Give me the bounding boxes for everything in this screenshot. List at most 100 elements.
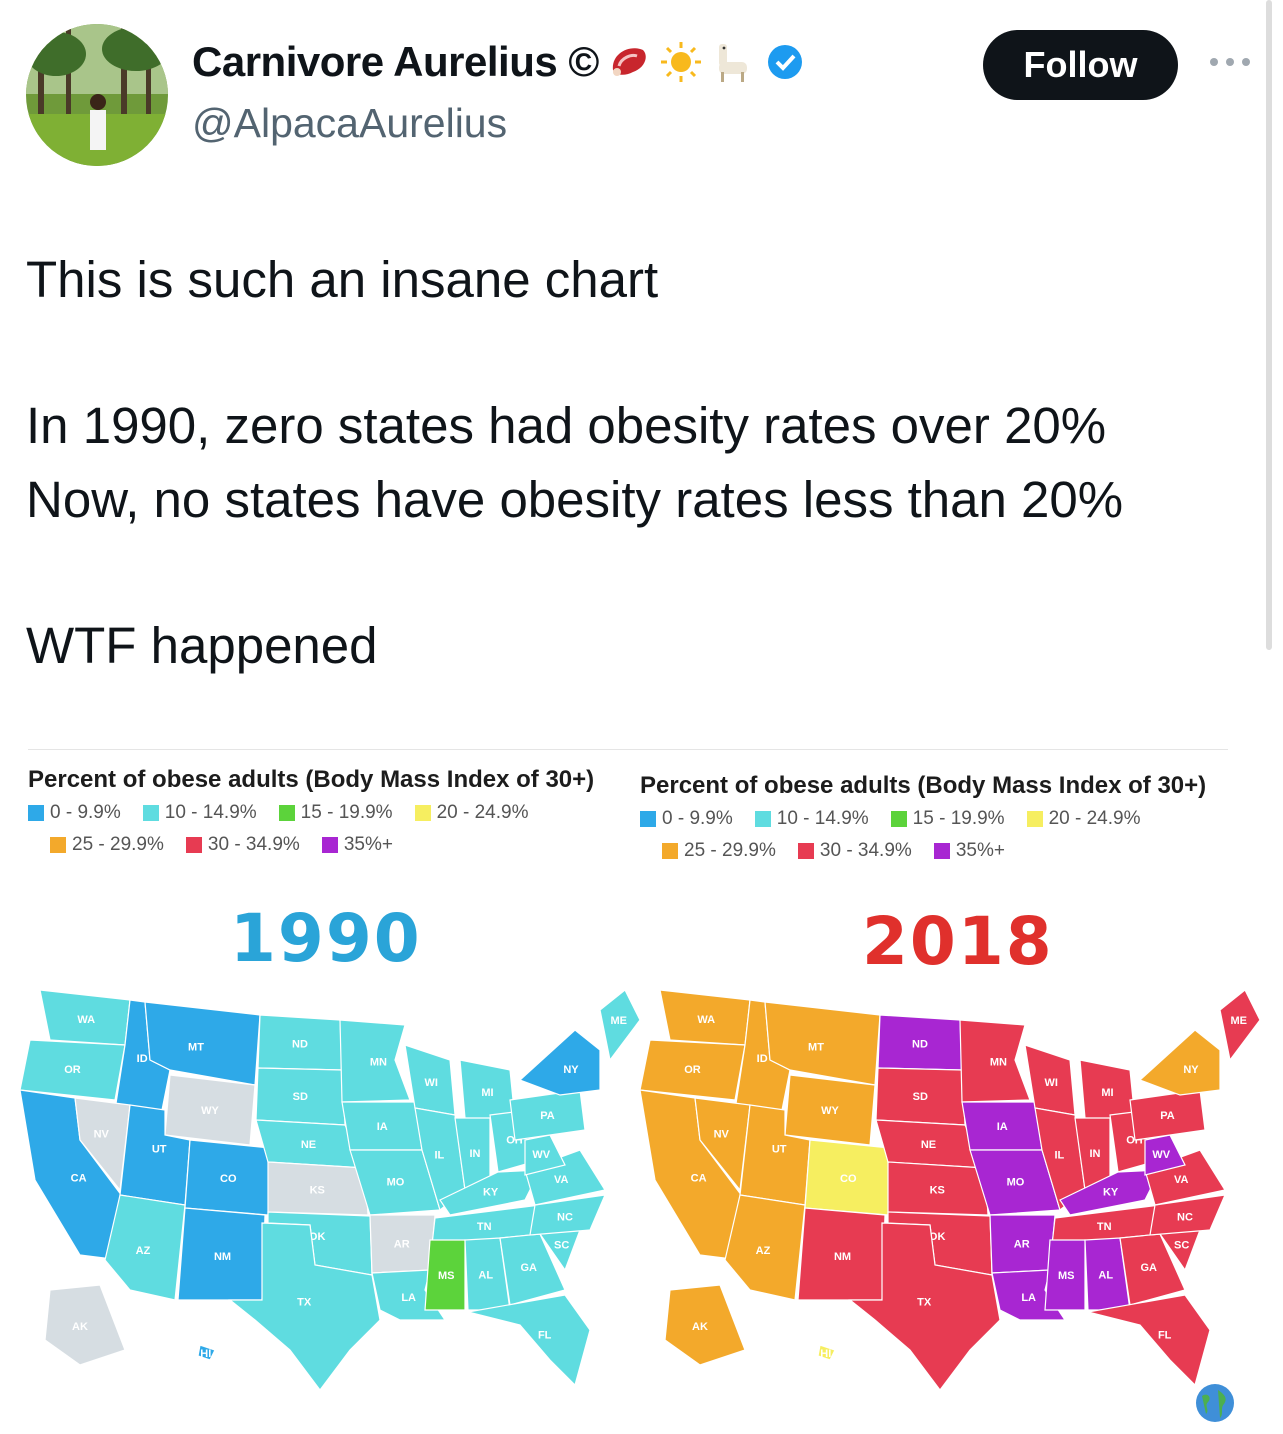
state-ak xyxy=(664,1284,746,1366)
state-label: OR xyxy=(64,1064,81,1076)
state-label: SD xyxy=(913,1091,928,1103)
state-label: KY xyxy=(483,1186,499,1198)
state-label: WI xyxy=(1045,1077,1058,1089)
state-label: TX xyxy=(297,1297,312,1309)
state-label: CO xyxy=(840,1173,857,1185)
tweet-line: Now, no states have obesity rates less t… xyxy=(26,471,1124,528)
llama-icon xyxy=(711,40,755,84)
state-label: VA xyxy=(554,1174,569,1186)
legend-1990: Percent of obese adults (Body Mass Index… xyxy=(28,766,594,866)
tweet-line: This is such an insane chart xyxy=(26,251,659,308)
legend-swatch xyxy=(933,843,950,859)
state-label: AK xyxy=(72,1321,88,1333)
state-label: SC xyxy=(554,1240,569,1252)
state-label: ND xyxy=(912,1038,928,1050)
legend-item: 15 - 19.9% xyxy=(890,808,1005,830)
state-label: TN xyxy=(1097,1221,1112,1233)
state-mt xyxy=(144,1001,261,1086)
legend-label: 15 - 19.9% xyxy=(300,802,393,823)
legend-items: 0 - 9.9% 10 - 14.9% 15 - 19.9% 20 - 24.9% 25… xyxy=(28,802,594,856)
state-wy xyxy=(784,1074,876,1146)
state-label: CA xyxy=(691,1173,707,1185)
state-label: NE xyxy=(921,1139,936,1151)
state-ga xyxy=(1119,1233,1186,1306)
legend-swatch xyxy=(28,805,44,821)
state-label: FL xyxy=(1158,1330,1172,1342)
scrollbar[interactable] xyxy=(1266,0,1272,650)
state-label: AL xyxy=(478,1270,493,1282)
state-ms xyxy=(424,1239,466,1311)
state-label: TN xyxy=(477,1221,492,1233)
legend-swatch xyxy=(50,837,66,853)
legend-swatch xyxy=(640,811,656,827)
state-label: MS xyxy=(438,1270,455,1282)
state-label: MT xyxy=(808,1041,824,1053)
state-label: IN xyxy=(470,1148,481,1160)
legend-swatch xyxy=(797,843,814,859)
state-label: AR xyxy=(394,1238,410,1250)
state-label: KS xyxy=(310,1184,325,1196)
state-me xyxy=(1219,990,1260,1062)
state-label: IN xyxy=(1090,1148,1101,1160)
state-ga xyxy=(499,1233,566,1306)
avatar[interactable] xyxy=(26,24,168,166)
legend-item: 25 - 29.9% xyxy=(50,834,164,856)
state-label: PA xyxy=(1160,1110,1175,1122)
display-name[interactable]: Carnivore Aurelius © xyxy=(192,38,599,85)
state-label: AZ xyxy=(756,1245,771,1257)
legend-swatch xyxy=(185,837,202,853)
state-label: FL xyxy=(538,1330,552,1342)
state-label: NC xyxy=(1177,1211,1193,1223)
legend-item: 30 - 34.9% xyxy=(797,840,912,862)
state-label: ME xyxy=(611,1015,628,1027)
state-tx xyxy=(228,1222,381,1390)
state-label: NY xyxy=(1183,1064,1199,1076)
state-label: HI xyxy=(820,1348,831,1360)
more-options-icon[interactable] xyxy=(1206,50,1254,74)
year-2018-heading: 2018 xyxy=(862,903,1054,980)
state-label: WA xyxy=(697,1014,715,1026)
state-label: NE xyxy=(301,1139,316,1151)
state-label: MO xyxy=(1007,1176,1025,1188)
legend-label: 25 - 29.9% xyxy=(72,834,164,855)
legend-item: 20 - 24.9% xyxy=(414,802,528,824)
state-wy xyxy=(164,1074,256,1146)
follow-button[interactable]: Follow xyxy=(983,30,1178,100)
state-label: MO xyxy=(387,1176,405,1188)
state-label: LA xyxy=(1021,1292,1036,1304)
state-ny xyxy=(1138,1029,1221,1096)
state-label: WV xyxy=(532,1149,550,1161)
legend-item: 30 - 34.9% xyxy=(185,834,300,856)
display-name-row[interactable]: Carnivore Aurelius © xyxy=(192,38,807,86)
legend-label: 25 - 29.9% xyxy=(684,840,776,861)
legend-2018: Percent of obese adults (Body Mass Index… xyxy=(640,772,1206,872)
state-hi xyxy=(197,1344,216,1361)
state-label: HI xyxy=(200,1348,211,1360)
media-divider xyxy=(28,749,1228,750)
map-1990: WA OR CA ID NV MT WY UT AZ CO NM ND SD NE KS OK TX MN IA MO… xyxy=(20,990,640,1390)
sun-icon xyxy=(659,40,703,84)
state-label: CO xyxy=(220,1173,237,1185)
state-ks xyxy=(887,1161,989,1216)
state-me xyxy=(599,990,640,1062)
globe-icon[interactable] xyxy=(1194,1382,1236,1424)
map-2018: WA OR CA ID NV MT WY UT AZ CO NM ND SD NE KS OK TX MN IA MO… xyxy=(640,990,1260,1390)
state-label: PA xyxy=(540,1110,555,1122)
state-label: AK xyxy=(692,1321,708,1333)
state-label: WV xyxy=(1152,1149,1170,1161)
legend-label: 0 - 9.9% xyxy=(662,808,733,829)
state-label: NM xyxy=(834,1251,851,1263)
legend-item: 10 - 14.9% xyxy=(142,802,257,824)
state-az xyxy=(724,1194,806,1301)
state-label: MI xyxy=(481,1087,493,1099)
state-label: GA xyxy=(1141,1262,1158,1274)
state-label: OR xyxy=(684,1064,701,1076)
legend-item: 35%+ xyxy=(933,840,1005,862)
state-label: WA xyxy=(77,1014,95,1026)
state-label: NV xyxy=(94,1128,110,1140)
legend-swatch xyxy=(321,837,338,853)
legend-swatch xyxy=(142,805,159,821)
state-az xyxy=(104,1194,186,1301)
state-label: SD xyxy=(293,1091,308,1103)
user-handle[interactable]: @AlpacaAurelius xyxy=(192,100,508,146)
